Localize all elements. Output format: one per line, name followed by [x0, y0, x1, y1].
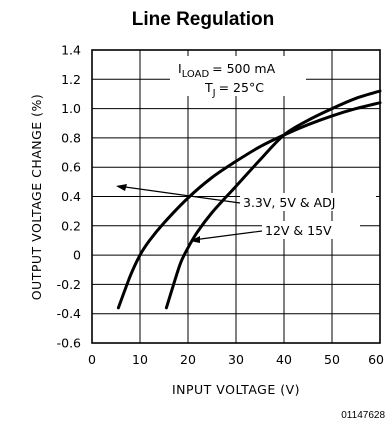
- y-tick-label: 1.2: [61, 72, 81, 87]
- tj-condition: TJ = 25°C: [204, 80, 264, 99]
- y-tick-label: 0.8: [61, 130, 81, 145]
- x-tick-label: 60: [368, 352, 384, 367]
- y-tick-label: -0.2: [57, 277, 81, 292]
- series-line-2: [164, 89, 382, 310]
- x-tick-label: 50: [324, 352, 340, 367]
- x-tick-label: 30: [228, 352, 244, 367]
- y-tick-label: 0.4: [61, 189, 81, 204]
- x-tick-label: 20: [180, 352, 196, 367]
- y-tick-label: -0.6: [57, 336, 81, 351]
- series-label-1-bg: [240, 193, 376, 211]
- series-line-1: [116, 101, 382, 310]
- arrow-series-2: [192, 230, 263, 241]
- figure-code: 01147628: [341, 410, 385, 421]
- series-label-1: 3.3V, 5V & ADJ: [243, 195, 335, 210]
- y-tick-label: 0.2: [61, 218, 81, 233]
- arrows: [116, 184, 263, 243]
- y-tick-label: 0.6: [61, 160, 81, 175]
- plot-frame: [91, 49, 381, 344]
- y-tick-label: 1.4: [61, 43, 81, 58]
- arrow-head-1: [116, 184, 127, 191]
- y-tick-labels: 1.4 1.2 1.0 0.8 0.6 0.4 0.2 0 -0.2 -0.4 -0.6: [57, 43, 81, 351]
- y-tick-label: 1.0: [61, 101, 81, 116]
- chart-title: Line Regulation: [132, 9, 275, 30]
- y-tick-label: 0: [73, 248, 81, 263]
- series-label-2: 12V & 15V: [265, 223, 332, 238]
- y-tick-label: -0.4: [57, 306, 81, 321]
- arrow-head-2: [190, 236, 200, 243]
- series-label-2-bg: [262, 221, 360, 239]
- x-tick-label: 0: [88, 352, 96, 367]
- x-axis-label: INPUT VOLTAGE (V): [172, 382, 300, 397]
- x-tick-label: 40: [276, 352, 292, 367]
- condition-box-bg: [170, 56, 306, 96]
- y-axis-label: OUTPUT VOLTAGE CHANGE (%): [29, 94, 44, 301]
- arrow-series-1: [117, 185, 241, 204]
- x-tick-labels: 0 10 20 30 40 50 60: [88, 352, 384, 367]
- load-condition: ILOAD = 500 mA: [178, 61, 276, 80]
- curves: [116, 89, 382, 310]
- x-tick-label: 10: [132, 352, 148, 367]
